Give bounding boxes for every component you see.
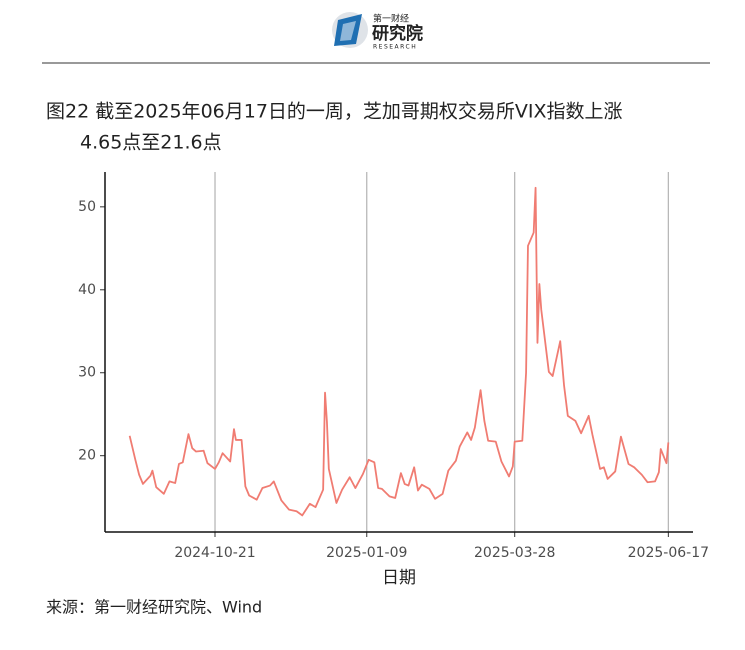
logo-brand-sub: RESEARCH (373, 44, 417, 51)
x-tick-label: 2024-10-21 (174, 545, 255, 561)
y-tick-label: 20 (78, 448, 96, 464)
x-tick-label: 2025-06-17 (628, 545, 709, 561)
chart-title: 图22 截至2025年06月17日的一周，芝加哥期权交易所VIX指数上涨 (46, 101, 623, 123)
y-tick-label: 50 (78, 199, 96, 215)
y-tick-label: 40 (78, 282, 96, 298)
source: 来源：第一财经研究院、Wind (46, 598, 262, 617)
logo-brand-top: 第一财经 (373, 13, 409, 25)
y-tick-label: 30 (78, 365, 96, 381)
logo-brand-main: 研究院 (372, 23, 423, 44)
data-line (128, 186, 670, 517)
chart-title: 4.65点至21.6点 (80, 132, 222, 154)
x-tick-label: 2025-01-09 (326, 545, 407, 561)
logo-mark-inner (340, 21, 356, 41)
x-axis-label: 日期 (382, 568, 416, 588)
x-tick-label: 2025-03-28 (474, 545, 555, 561)
logo: 第一财经 研究院 RESEARCH (332, 12, 423, 51)
